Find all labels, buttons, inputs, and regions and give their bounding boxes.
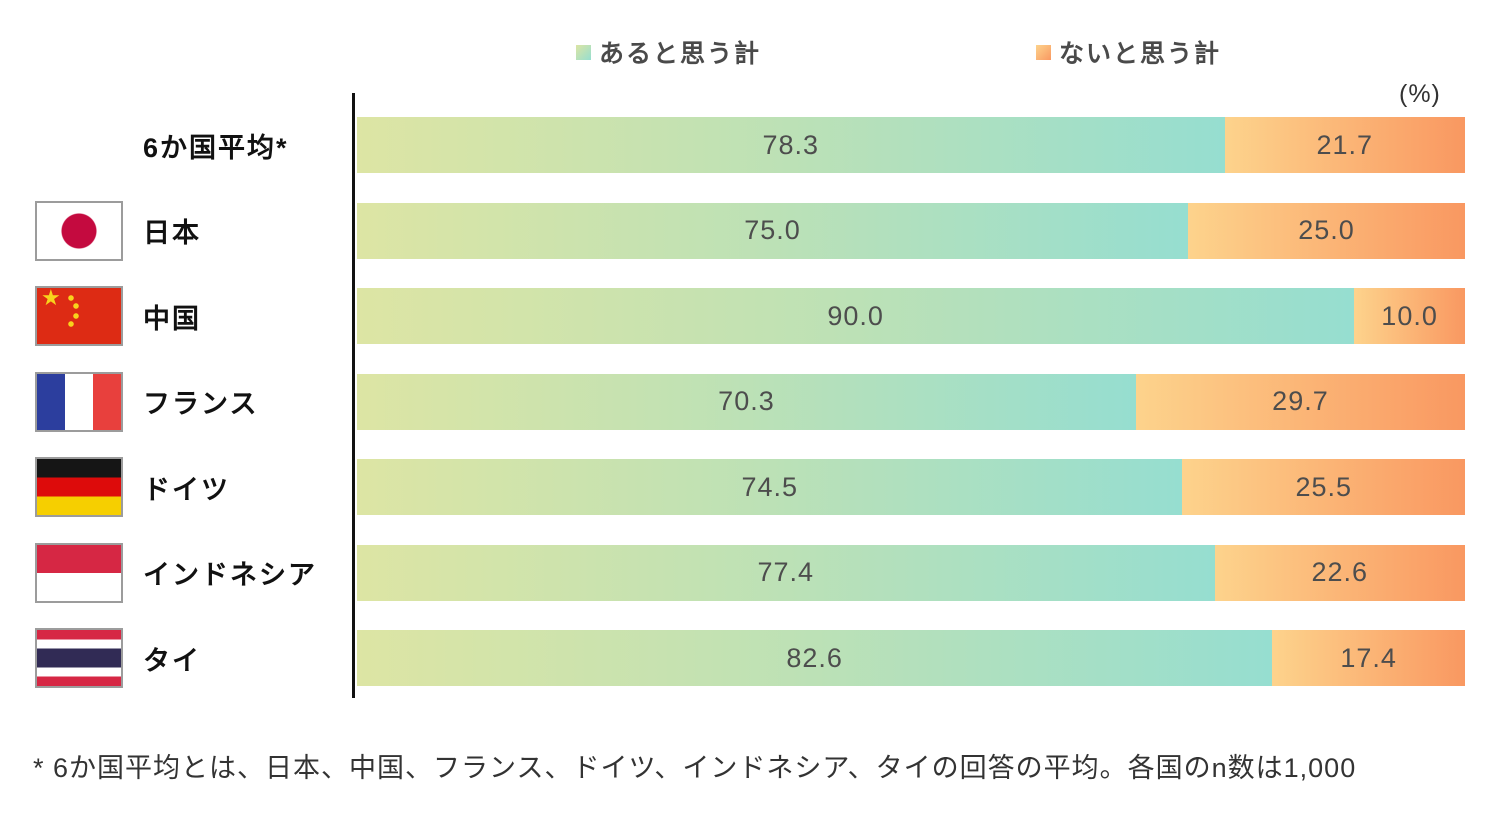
country-flag bbox=[35, 200, 123, 261]
bar-segment-nai: 22.6 bbox=[1214, 544, 1465, 601]
row-label-cell: 中国 bbox=[0, 286, 357, 346]
country-label: 日本 bbox=[143, 218, 201, 248]
stacked-bar: 75.0 25.0 bbox=[357, 202, 1465, 259]
chart-row: ドイツ 74.5 25.5 bbox=[0, 457, 1465, 517]
chart-row: フランス 70.3 29.7 bbox=[0, 371, 1465, 432]
stacked-bar: 78.3 21.7 bbox=[357, 117, 1465, 173]
country-flag bbox=[35, 457, 123, 517]
bar-segment-nai: 25.0 bbox=[1188, 202, 1465, 259]
legend-label-nai: ないと思う計 bbox=[1059, 40, 1222, 68]
chart-row: インドネシア 77.4 22.6 bbox=[0, 542, 1465, 603]
bar-value-aru: 74.5 bbox=[741, 471, 798, 502]
legend-swatch-green-icon bbox=[576, 44, 591, 60]
bar-value-nai: 21.7 bbox=[1316, 129, 1374, 160]
stacked-bar: 82.6 17.4 bbox=[357, 630, 1465, 686]
bar-segment-aru: 90.0 bbox=[357, 288, 1355, 344]
bar-segment-aru: 74.5 bbox=[357, 459, 1183, 515]
bar-value-aru: 75.0 bbox=[744, 215, 801, 245]
bar-value-nai: 22.6 bbox=[1311, 557, 1369, 587]
legend-item-nai: ないと思う計 bbox=[1036, 34, 1221, 70]
country-label: フランス bbox=[143, 389, 259, 419]
bar-segment-aru: 77.4 bbox=[357, 544, 1215, 601]
country-label: 6か国平均* bbox=[143, 132, 289, 163]
row-label-cell: 6か国平均* bbox=[0, 115, 357, 175]
bar-segment-aru: 78.3 bbox=[357, 117, 1225, 173]
stacked-bar: 77.4 22.6 bbox=[357, 544, 1465, 601]
bar-segment-aru: 70.3 bbox=[357, 373, 1136, 430]
unit-label: (%) bbox=[1399, 80, 1441, 108]
bar-value-aru: 82.6 bbox=[786, 642, 843, 673]
country-label: タイ bbox=[143, 645, 201, 676]
chart-row: タイ 82.6 17.4 bbox=[0, 628, 1465, 688]
chart-row: 6か国平均* 78.3 21.7 bbox=[0, 115, 1465, 173]
chart-rows: 6か国平均* 78.3 21.7 日本 75.0 bbox=[0, 115, 1465, 714]
bar-segment-nai: 17.4 bbox=[1272, 630, 1465, 686]
row-label-cell: 日本 bbox=[0, 200, 357, 261]
country-flag bbox=[35, 286, 123, 346]
chart-row: 中国 90.0 10.0 bbox=[0, 286, 1465, 346]
bar-segment-nai: 29.7 bbox=[1135, 373, 1465, 430]
country-flag bbox=[35, 371, 123, 432]
bar-value-aru: 70.3 bbox=[718, 386, 775, 416]
legend-item-aru: あると思う計 bbox=[576, 34, 761, 70]
stacked-bar: 70.3 29.7 bbox=[357, 373, 1465, 430]
row-label-cell: インドネシア bbox=[0, 542, 357, 603]
bar-value-aru: 77.4 bbox=[757, 557, 815, 587]
footnote: * 6か国平均とは、日本、中国、フランス、ドイツ、インドネシア、タイの回答の平均… bbox=[33, 753, 1357, 783]
stacked-bar: 74.5 25.5 bbox=[357, 459, 1465, 515]
bar-segment-aru: 82.6 bbox=[357, 630, 1273, 686]
bar-segment-nai: 25.5 bbox=[1182, 459, 1465, 515]
chart-row: 日本 75.0 25.0 bbox=[0, 200, 1465, 261]
bar-value-aru: 78.3 bbox=[762, 129, 820, 160]
country-flag bbox=[35, 542, 123, 603]
country-label: インドネシア bbox=[143, 560, 317, 590]
bar-value-nai: 10.0 bbox=[1381, 300, 1438, 331]
row-label-cell: ドイツ bbox=[0, 457, 357, 517]
legend-label-aru: あると思う計 bbox=[599, 40, 762, 68]
bar-segment-nai: 10.0 bbox=[1354, 288, 1465, 344]
country-label: 中国 bbox=[143, 303, 201, 334]
row-label-cell: フランス bbox=[0, 371, 357, 432]
legend-swatch-orange-icon bbox=[1036, 44, 1051, 60]
bar-value-aru: 90.0 bbox=[827, 300, 884, 331]
bar-segment-nai: 21.7 bbox=[1224, 117, 1465, 173]
bar-value-nai: 29.7 bbox=[1272, 386, 1329, 416]
country-label: ドイツ bbox=[143, 474, 230, 505]
bar-segment-aru: 75.0 bbox=[357, 202, 1188, 259]
bar-value-nai: 25.5 bbox=[1295, 471, 1352, 502]
bar-value-nai: 25.0 bbox=[1298, 215, 1355, 245]
stacked-bar: 90.0 10.0 bbox=[357, 288, 1465, 344]
axis-line bbox=[352, 93, 355, 698]
bar-value-nai: 17.4 bbox=[1340, 642, 1397, 673]
country-flag bbox=[35, 628, 123, 688]
row-label-cell: タイ bbox=[0, 628, 357, 688]
